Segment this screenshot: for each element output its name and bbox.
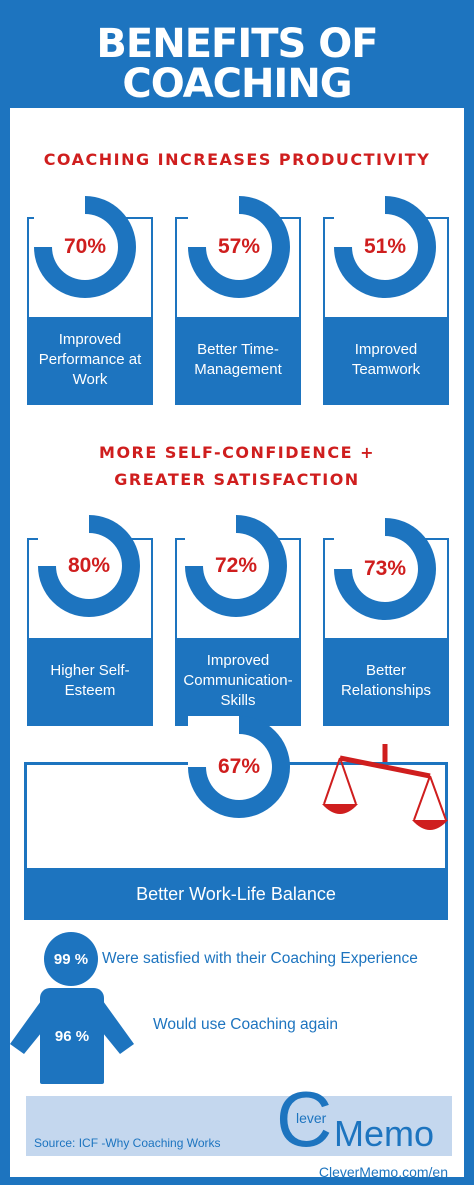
stat-99-text: Were satisfied with their Coaching Exper… <box>102 950 418 967</box>
percent-value: 80% <box>56 533 122 599</box>
card-label: Improved Teamwork <box>325 317 447 403</box>
logo-small: lever <box>296 1110 327 1126</box>
card-label: Better Time-Management <box>177 317 299 403</box>
percent-ring: 67% <box>188 716 290 818</box>
confidence-title-line-1: MORE SELF-CONFIDENCE + <box>99 443 375 462</box>
percent-ring: 51% <box>334 196 436 298</box>
confidence-title-line-2: GREATER SATISFACTION <box>114 470 360 489</box>
source-text: Source: ICF -Why Coaching Works <box>34 1136 221 1150</box>
card-label: Better Relationships <box>325 638 447 724</box>
logo-c: C <box>276 1075 333 1163</box>
percent-ring: 80% <box>38 515 140 617</box>
percent-value: 57% <box>206 214 272 280</box>
website-url: CleverMemo.com/en <box>318 1164 448 1180</box>
footer-box <box>26 1096 452 1156</box>
card-label: Improved Communication-Skills <box>177 638 299 724</box>
stat-96-text: Would use Coaching again <box>153 1016 338 1033</box>
percent-value: 73% <box>352 536 418 602</box>
title-line-2: COACHING <box>122 61 352 107</box>
card-label: Higher Self-Esteem <box>29 638 151 724</box>
balance-banner: Better Work-Life Balance <box>24 868 448 920</box>
percent-value: 70% <box>52 214 118 280</box>
logo-main: Memo <box>334 1113 435 1154</box>
percent-ring: 70% <box>34 196 136 298</box>
productivity-title: COACHING INCREASES PRODUCTIVITY <box>43 150 431 169</box>
scales-icon <box>322 744 448 830</box>
percent-value: 51% <box>352 214 418 280</box>
card-label: Improved Performance at Work <box>29 317 151 403</box>
stat-99-badge: 99 % <box>44 932 98 986</box>
percent-ring: 57% <box>188 196 290 298</box>
percent-ring: 72% <box>185 515 287 617</box>
percent-ring: 73% <box>334 518 436 620</box>
title-line-1: BENEFITS OF <box>96 21 378 67</box>
percent-value: 72% <box>203 533 269 599</box>
stat-96-badge: 96 % <box>40 988 104 1084</box>
header: BENEFITS OF COACHING <box>0 0 474 108</box>
percent-value: 67% <box>206 734 272 800</box>
clevermemo-logo: C lever Memo <box>272 1080 452 1162</box>
